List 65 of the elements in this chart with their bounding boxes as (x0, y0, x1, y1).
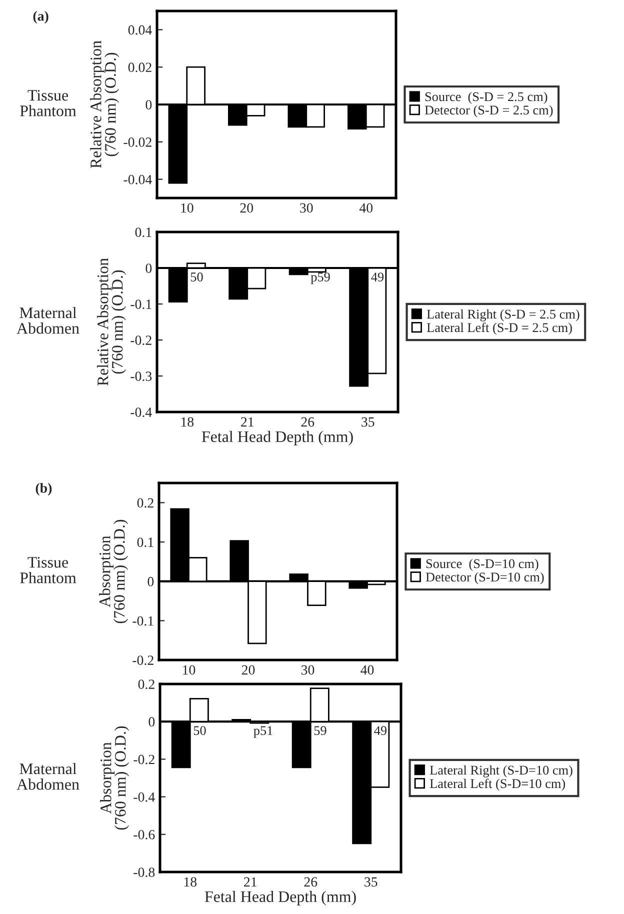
annotation: p51 (254, 726, 272, 738)
annotation: 50 (194, 726, 206, 736)
y-tick-label: 0 (146, 264, 152, 273)
y-tick-label: -0.4 (130, 408, 152, 418)
y-tick-label: -0.2 (130, 336, 152, 346)
legend-label: Source (S-D = 2.5 cm) (425, 92, 548, 104)
y-tick-label: 0.1 (135, 228, 152, 238)
legend-label: Detector (S-D = 2.5 cm) (424, 105, 553, 118)
x-tick-label: 35 (362, 417, 374, 427)
y-tick-label: 0 (148, 576, 154, 586)
y-tick-label: -0.3 (130, 372, 152, 382)
legend-label: Lateral Left (S-D = 2.5 cm) (426, 322, 572, 335)
legend-label: Lateral Right (S-D = 2.5 cm) (426, 309, 580, 322)
x-tick-label: 30 (301, 665, 314, 675)
y-tick-label: -0.2 (134, 754, 154, 764)
x-tick-label: 35 (364, 877, 378, 887)
y-tick-label: -0.04 (124, 174, 152, 184)
x-tick-label: 20 (242, 665, 255, 675)
y-tick-label: 0.04 (128, 25, 152, 35)
x-tick-label: 40 (360, 665, 374, 675)
annotation: 49 (371, 272, 384, 282)
y-axis-title: Absorption (760 nm) (O.D.) (99, 520, 128, 624)
x-axis-title: Fetal Head Depth (mm) (202, 430, 353, 446)
legend-label: Detector (S-D=10 cm) (426, 572, 544, 584)
annotation: 50 (190, 272, 203, 282)
y-tick-label: -0.4 (134, 792, 155, 802)
y-tick-label: -0.1 (130, 300, 152, 310)
y-tick-label: 0.2 (138, 680, 154, 690)
y-tick-label: 0.1 (137, 538, 154, 548)
x-axis-title: Fetal Head Depth (mm) (204, 890, 356, 906)
text: Maternal Abdomen (16, 762, 80, 790)
annotation: 49 (374, 726, 387, 736)
x-tick-label: 26 (301, 417, 314, 427)
text: Tissue Phantom (20, 556, 76, 584)
y-tick-label: -0.1 (132, 616, 154, 626)
legend-label: Lateral Right (S-D=10 cm) (430, 765, 572, 778)
text: (a) (33, 11, 48, 24)
y-axis-title: Relative Absorption (760 nm) (O.D.) (97, 258, 126, 386)
text: Maternal Abdomen (16, 306, 80, 334)
y-tick-label: -0.8 (134, 868, 155, 878)
x-tick-label: 20 (240, 203, 254, 213)
y-axis-title: Absorption (760 nm) (O.D.) (100, 726, 129, 830)
text: Tissue Phantom (20, 90, 76, 116)
legend-label: Lateral Left (S-D=10 cm) (430, 778, 566, 791)
legend-label: Source (S-D=10 cm) (426, 558, 538, 571)
y-tick-label: 0.02 (128, 62, 152, 72)
x-tick-label: 18 (184, 877, 197, 887)
y-tick-label: -0.2 (132, 656, 154, 666)
x-tick-label: 18 (181, 417, 194, 427)
x-tick-label: 10 (183, 665, 196, 675)
text: (b) (36, 483, 52, 496)
x-tick-label: 26 (304, 877, 318, 887)
y-tick-label: 0.2 (137, 498, 154, 508)
x-tick-label: 10 (181, 203, 194, 213)
x-tick-label: 40 (359, 203, 373, 213)
annotation: 59 (314, 726, 326, 736)
annotation: p59 (310, 272, 330, 284)
y-tick-label: -0.6 (134, 830, 155, 840)
x-tick-label: 21 (241, 417, 254, 426)
y-tick-label: 0 (148, 717, 155, 727)
y-tick-label: -0.02 (124, 137, 152, 147)
x-tick-label: 21 (244, 877, 256, 886)
y-axis-title: Relative Absorption (760 nm) (O.D.) (90, 40, 120, 168)
x-tick-label: 30 (300, 203, 313, 213)
y-tick-label: 0 (146, 100, 152, 110)
